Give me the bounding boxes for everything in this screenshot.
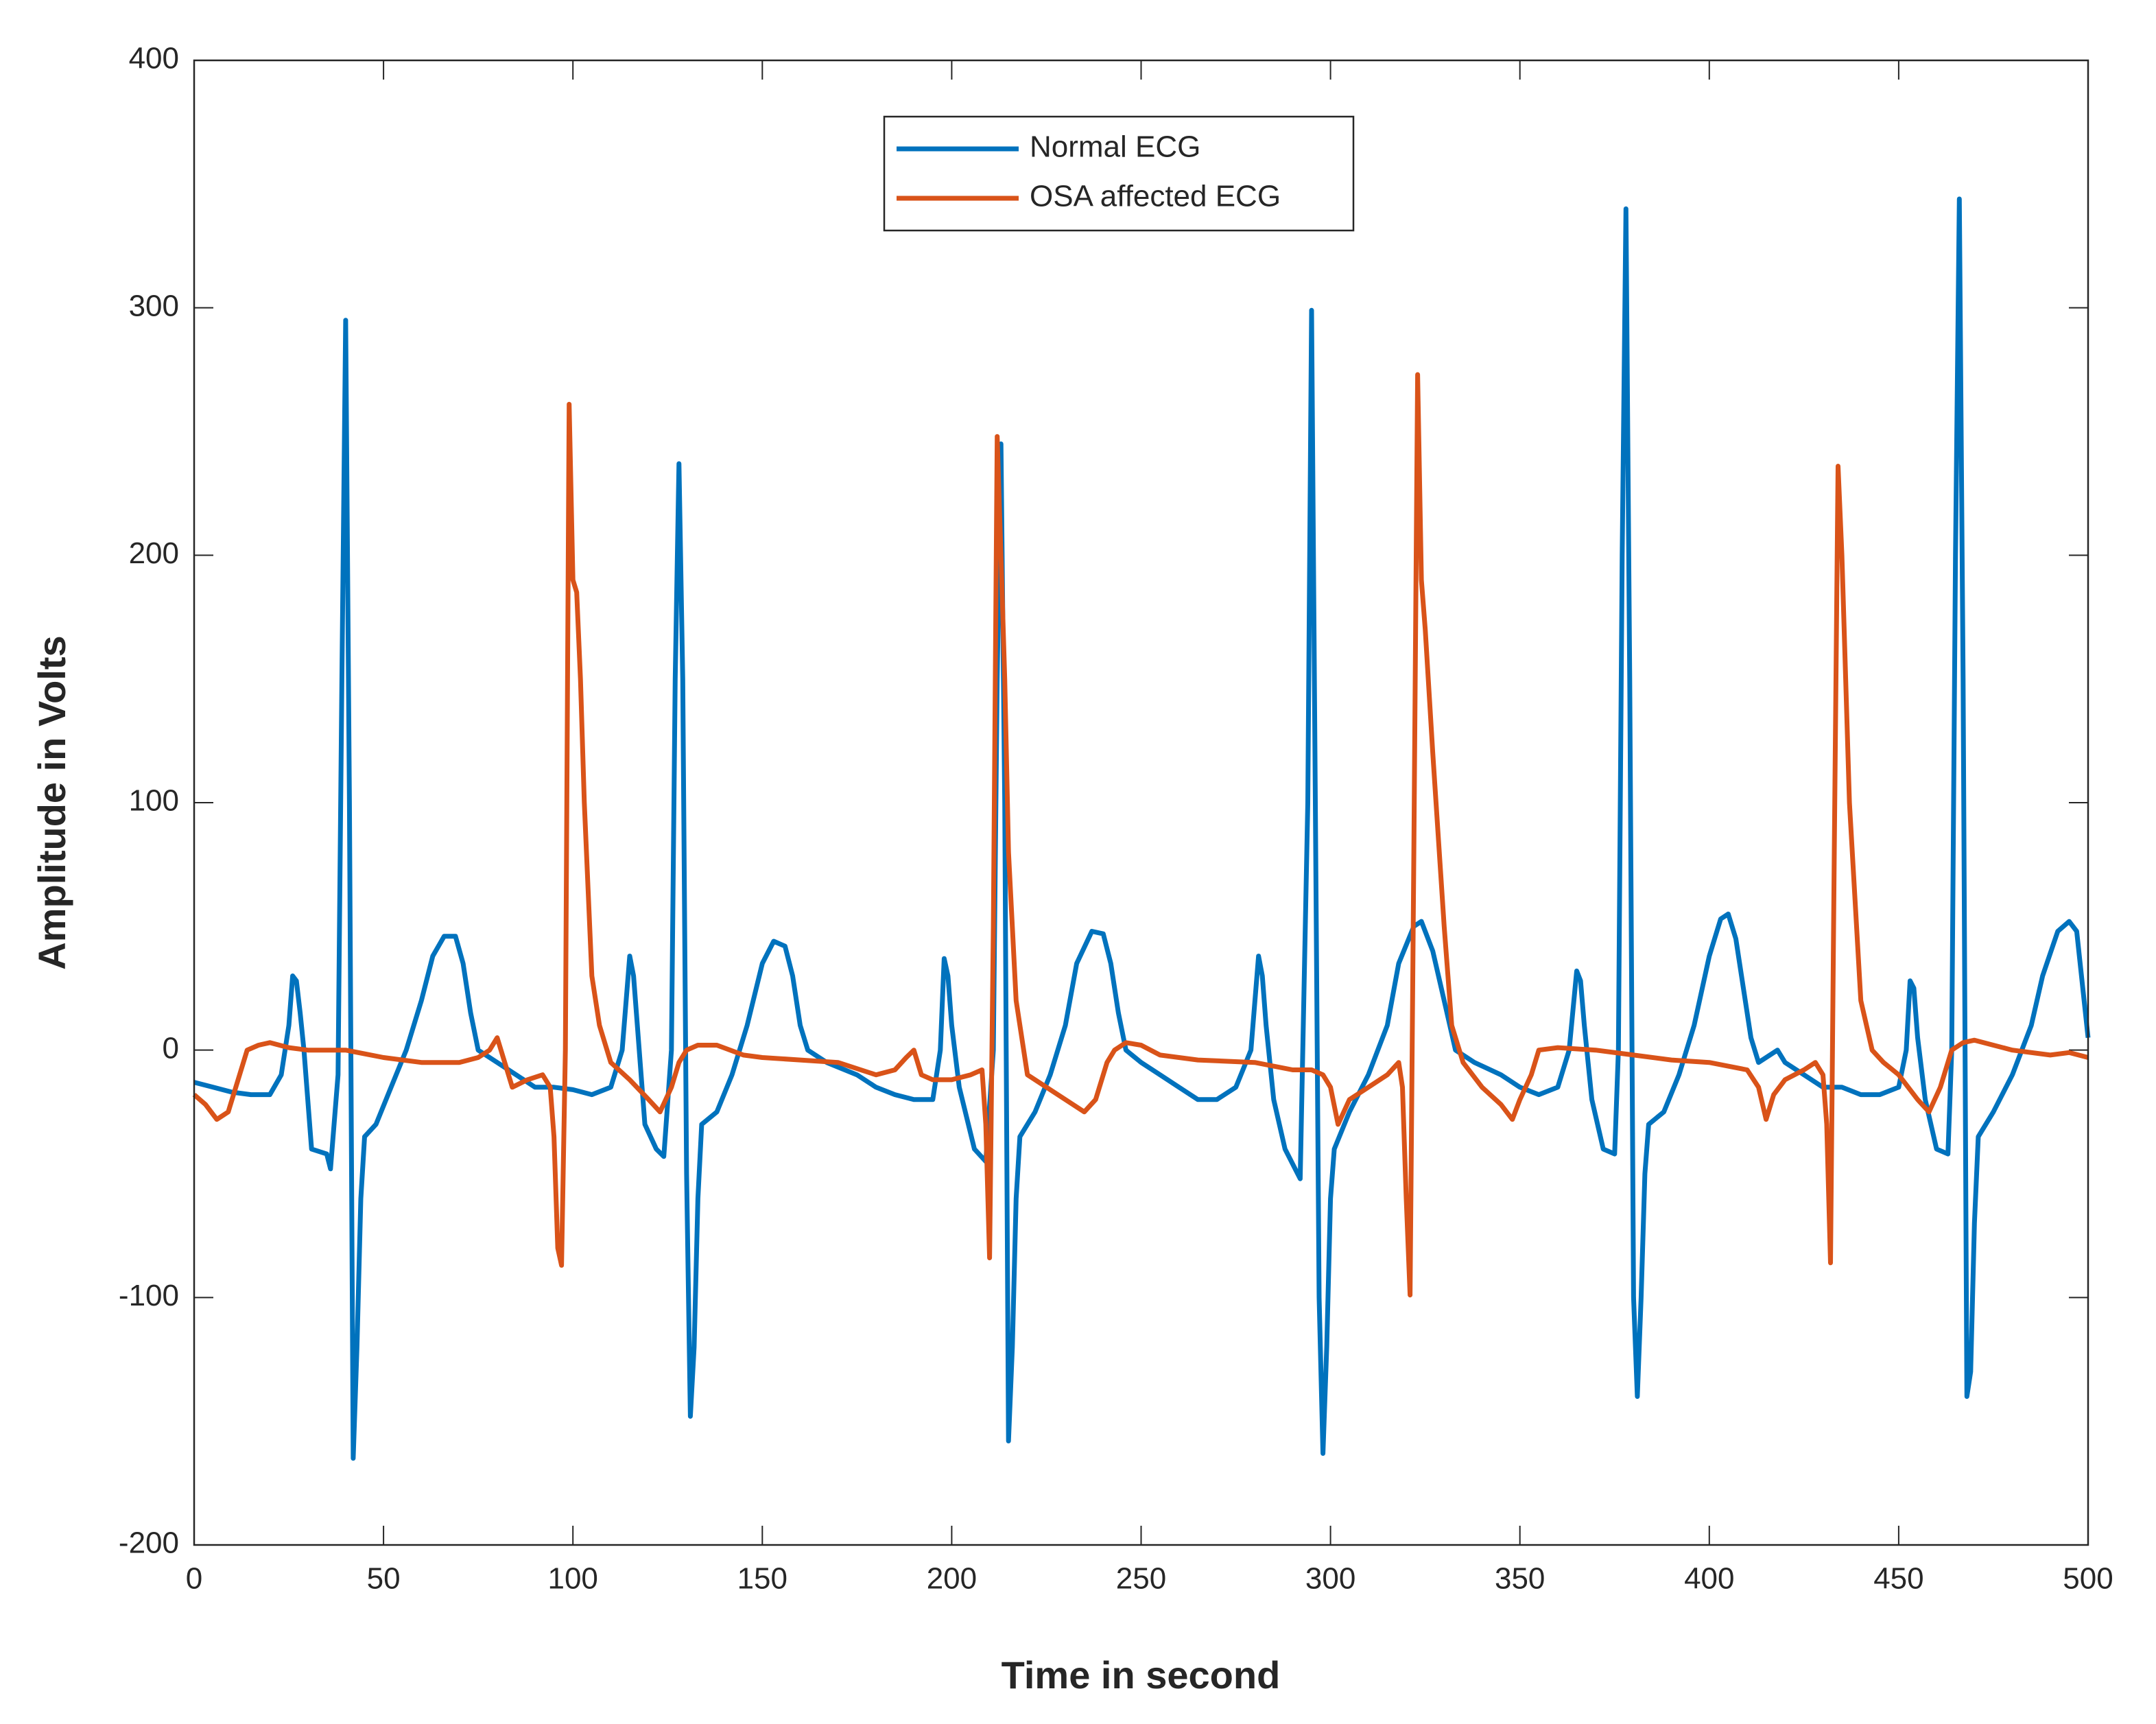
line-series bbox=[192, 372, 2089, 1298]
y-axis-label: Amplitude in Volts bbox=[30, 635, 73, 969]
x-tick-label: 450 bbox=[1873, 1562, 1923, 1596]
y-tick-label: 300 bbox=[129, 289, 179, 322]
plot-frame bbox=[193, 59, 2089, 1546]
x-tick-label: 100 bbox=[547, 1562, 597, 1596]
y-tick-label: 200 bbox=[129, 536, 179, 570]
y-tick-label: 400 bbox=[129, 42, 179, 75]
y-tick-label: 100 bbox=[129, 784, 179, 818]
y-tick-label: -100 bbox=[119, 1279, 179, 1312]
y-tick-label: -200 bbox=[119, 1526, 179, 1560]
x-axis-label: Time in second bbox=[1002, 1653, 1281, 1697]
x-tick-label: 400 bbox=[1684, 1562, 1734, 1596]
x-tick-label: 500 bbox=[2063, 1562, 2113, 1596]
legend-box bbox=[883, 115, 1355, 232]
x-tick-label: 0 bbox=[186, 1562, 202, 1596]
y-tick-label: 0 bbox=[163, 1031, 179, 1065]
legend-label: Normal ECG bbox=[1030, 130, 1200, 164]
x-tick-label: 200 bbox=[927, 1562, 977, 1596]
x-tick-label: 250 bbox=[1116, 1562, 1166, 1596]
x-tick-label: 150 bbox=[737, 1562, 787, 1596]
legend-label: OSA affected ECG bbox=[1030, 180, 1281, 213]
line-series bbox=[193, 196, 2091, 1461]
x-tick-label: 350 bbox=[1495, 1562, 1545, 1596]
x-tick-label: 50 bbox=[367, 1562, 401, 1596]
x-tick-label: 300 bbox=[1305, 1562, 1355, 1596]
